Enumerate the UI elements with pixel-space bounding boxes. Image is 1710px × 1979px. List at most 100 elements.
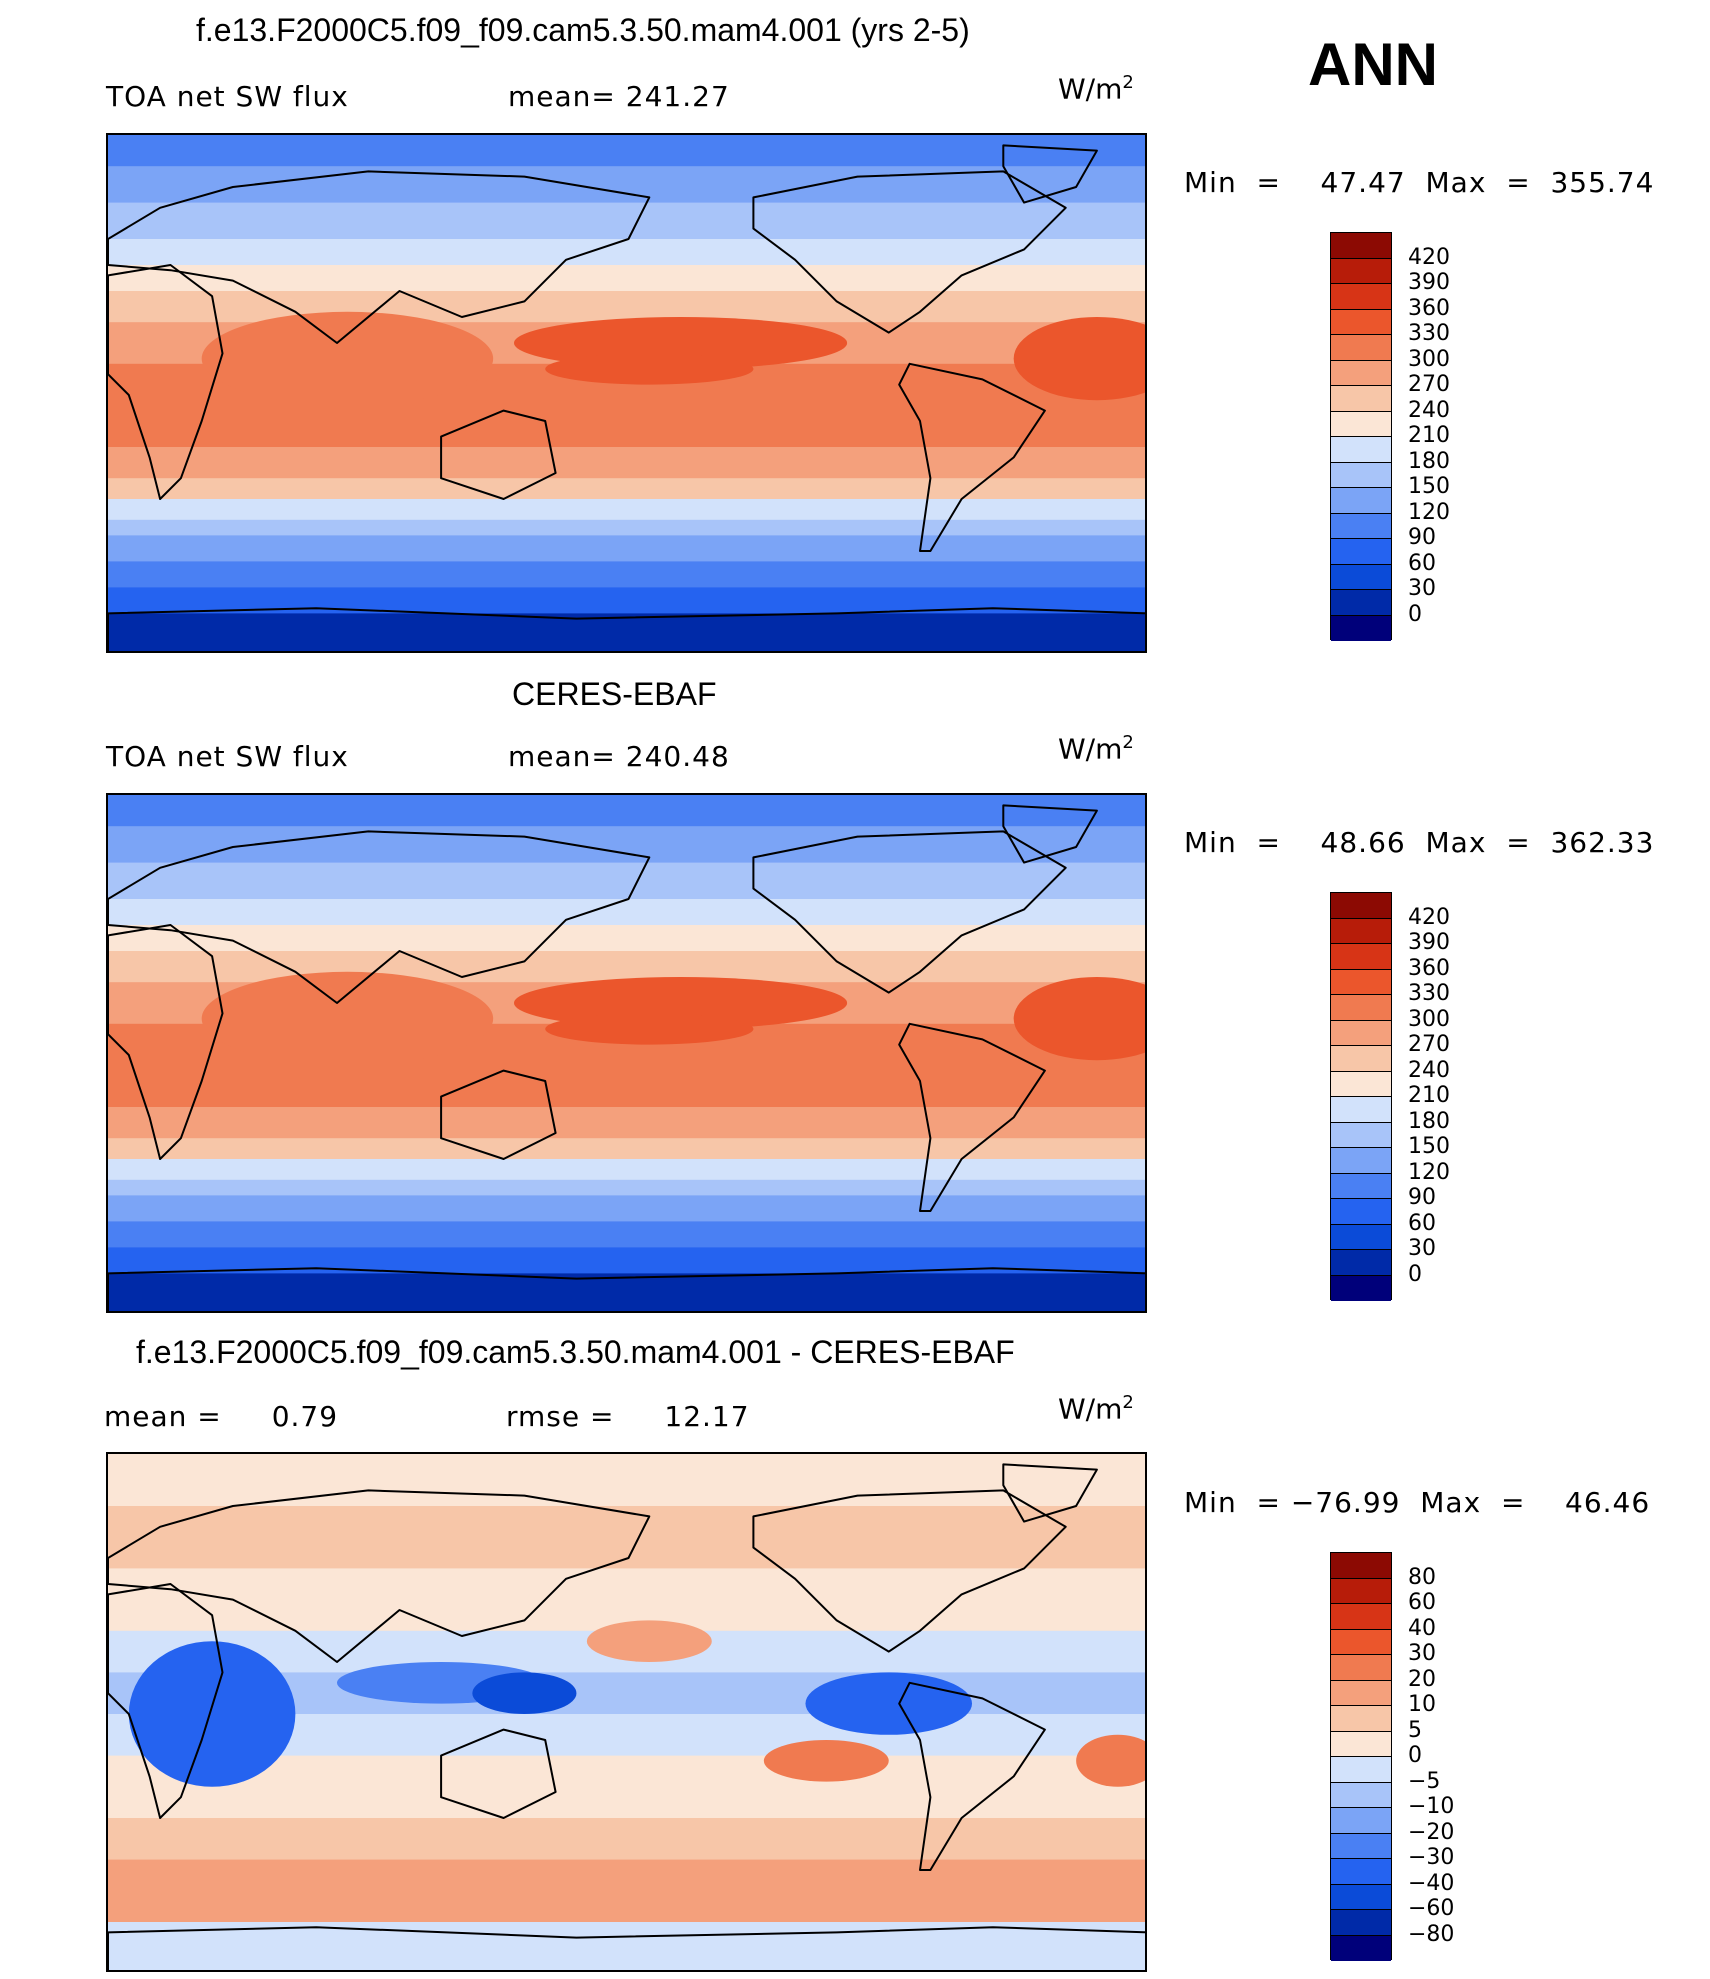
colorbar-cell	[1331, 1553, 1391, 1579]
latitude-band	[108, 613, 1145, 651]
colorbar-cell	[1331, 969, 1391, 995]
colorbar-tick-label: 0	[1408, 601, 1422, 627]
coastline	[108, 1267, 1145, 1311]
panel3-map	[106, 1452, 1147, 1972]
colorbar-cell	[1331, 590, 1391, 616]
panel1-units: W/m2	[1058, 72, 1134, 106]
coastline	[752, 170, 1067, 334]
colorbar-box	[1330, 1552, 1392, 1961]
latitude-band	[108, 561, 1145, 589]
latitude-band	[108, 447, 1145, 480]
colorbar-tick-label: 90	[1408, 1185, 1436, 1210]
colorbar-cell	[1331, 918, 1391, 944]
colorbar-cell	[1331, 1706, 1391, 1732]
colorbar-tick-label: 360	[1408, 955, 1450, 981]
panel1-mean-label: mean=	[508, 80, 616, 113]
colorbar-cell	[1331, 335, 1391, 361]
colorbar-box	[1330, 232, 1392, 641]
colorbar-tick-label: 180	[1408, 1108, 1450, 1134]
colorbar-cell	[1331, 1757, 1391, 1783]
colorbar-cell	[1331, 1604, 1391, 1630]
panel2-mean-label: mean=	[508, 740, 616, 773]
colorbar-box	[1330, 892, 1392, 1301]
colorbar-cell	[1331, 1859, 1391, 1885]
latitude-band	[108, 1138, 1145, 1160]
colorbar-cell	[1331, 1578, 1391, 1604]
colorbar-cell	[1331, 1199, 1391, 1225]
colorbar-cell	[1331, 1046, 1391, 1072]
colorbar-tick-label: −80	[1408, 1921, 1455, 1947]
colorbar-cell	[1331, 1250, 1391, 1276]
coastline	[108, 1926, 1145, 1970]
field-blob	[201, 311, 494, 406]
latitude-band	[108, 899, 1145, 926]
colorbar-tick-label: 330	[1408, 981, 1450, 1006]
panel3-map-svg	[108, 1454, 1145, 1970]
colorbar-tick-label: 60	[1408, 1210, 1436, 1236]
colorbar-cell	[1331, 1833, 1391, 1859]
colorbar-cell	[1331, 437, 1391, 463]
coastline	[752, 830, 1067, 994]
coastline	[108, 924, 224, 1160]
panel2-variable-label: TOA net SW flux	[106, 740, 349, 773]
latitude-band	[108, 1454, 1145, 1507]
coastline	[108, 1583, 224, 1819]
colorbar-cell	[1331, 258, 1391, 284]
colorbar-cell	[1331, 944, 1391, 970]
colorbar-tick-label: 10	[1408, 1692, 1436, 1717]
colorbar-cell	[1331, 1680, 1391, 1706]
latitude-band	[108, 1818, 1145, 1861]
panel2-mean-value: 240.48	[625, 740, 730, 773]
colorbar-tick-label: 30	[1408, 1641, 1436, 1666]
colorbar-cell	[1331, 1731, 1391, 1757]
latitude-band	[108, 1273, 1145, 1311]
colorbar-cell	[1331, 539, 1391, 565]
panel1-minmax: Min = 47.47 Max = 355.74	[1184, 166, 1655, 199]
panel1-variable-label: TOA net SW flux	[106, 80, 349, 113]
panel3-title: f.e13.F2000C5.f09_f09.cam5.3.50.mam4.001…	[136, 1334, 1015, 1370]
colorbar-cell	[1331, 1782, 1391, 1808]
colorbar-cell	[1331, 488, 1391, 514]
colorbar-cell	[1331, 1629, 1391, 1655]
latitude-band	[108, 1568, 1145, 1632]
colorbar-tick-label: 120	[1408, 1159, 1450, 1185]
colorbar-tick-label: 30	[1408, 1236, 1436, 1261]
colorbar-tick-label: 210	[1408, 1083, 1450, 1108]
colorbar-tick-label: 0	[1408, 1743, 1422, 1768]
field-blob	[1076, 1734, 1145, 1787]
latitude-band	[108, 478, 1145, 500]
latitude-band	[108, 1922, 1145, 1970]
colorbar-tick-label: 360	[1408, 295, 1450, 321]
colorbar-cell	[1331, 1275, 1391, 1301]
colorbar-cell	[1331, 513, 1391, 539]
coastline	[898, 1022, 1046, 1212]
panel1-mean: mean= 241.27	[508, 80, 730, 113]
colorbar-cell	[1331, 1224, 1391, 1250]
panel3-mean: mean = 0.79	[104, 1400, 338, 1433]
colorbar-cell	[1331, 1173, 1391, 1199]
colorbar-cell	[1331, 386, 1391, 412]
colorbar-cell	[1331, 462, 1391, 488]
colorbar-tick-label: 330	[1408, 321, 1450, 346]
panel2-map	[106, 793, 1147, 1313]
colorbar-cell	[1331, 411, 1391, 437]
coastline	[108, 607, 1145, 651]
colorbar-tick-label: −20	[1408, 1819, 1455, 1845]
panel2-map-svg	[108, 795, 1145, 1311]
panel2-mean: mean= 240.48	[508, 740, 730, 773]
colorbar-cell	[1331, 1148, 1391, 1174]
colorbar-cell	[1331, 1122, 1391, 1148]
colorbar-tick-label: 60	[1408, 1590, 1436, 1615]
field-blob	[805, 1672, 973, 1735]
colorbar-tick-label: 420	[1408, 904, 1450, 930]
colorbar-cell	[1331, 1935, 1391, 1961]
season-label: ANN	[1308, 31, 1438, 98]
latitude-band	[108, 239, 1145, 266]
coastline	[898, 1681, 1046, 1871]
colorbar-tick-label: 390	[1408, 930, 1450, 955]
colorbar-cell	[1331, 360, 1391, 386]
field-blob	[586, 1620, 712, 1662]
coastline	[898, 362, 1046, 552]
colorbar-tick-label: 60	[1408, 550, 1436, 576]
colorbar-tick-label: −30	[1408, 1845, 1455, 1870]
